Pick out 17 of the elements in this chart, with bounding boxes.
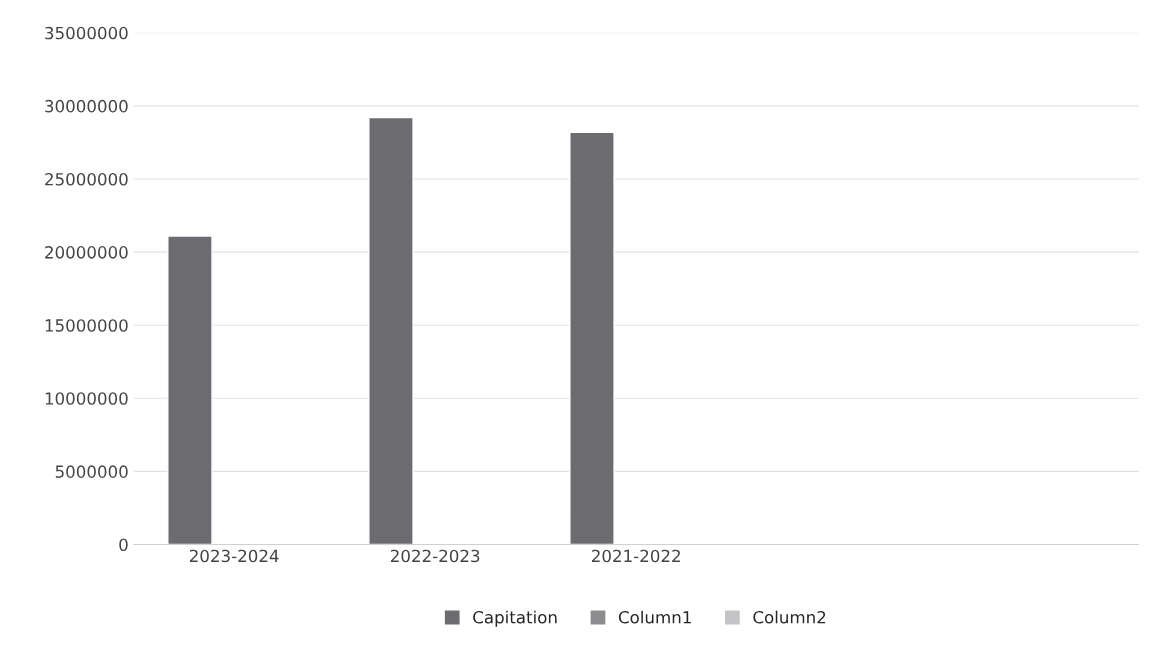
x-tick-label: 2023-2024	[189, 549, 279, 563]
y-tick-label: 20000000	[45, 246, 128, 259]
y-tick-label: 35000000	[45, 26, 128, 40]
legend-label: Column2	[753, 610, 826, 624]
bar	[167, 235, 213, 545]
y-tick-label: 10000000	[45, 392, 128, 405]
y-tick-label: 5000000	[55, 465, 128, 478]
bar	[368, 116, 414, 545]
y-tick-label: 25000000	[45, 172, 128, 186]
y-tick-label: 0	[119, 538, 128, 552]
x-tick-label: 2022-2023	[390, 549, 480, 563]
bar	[569, 131, 615, 545]
y-tick-label: 30000000	[45, 99, 128, 113]
y-tick-label: 15000000	[45, 319, 128, 332]
legend-label: Column1	[618, 610, 691, 624]
x-tick-label: 2021-2022	[591, 549, 680, 563]
legend-label: Capitation	[473, 610, 557, 627]
